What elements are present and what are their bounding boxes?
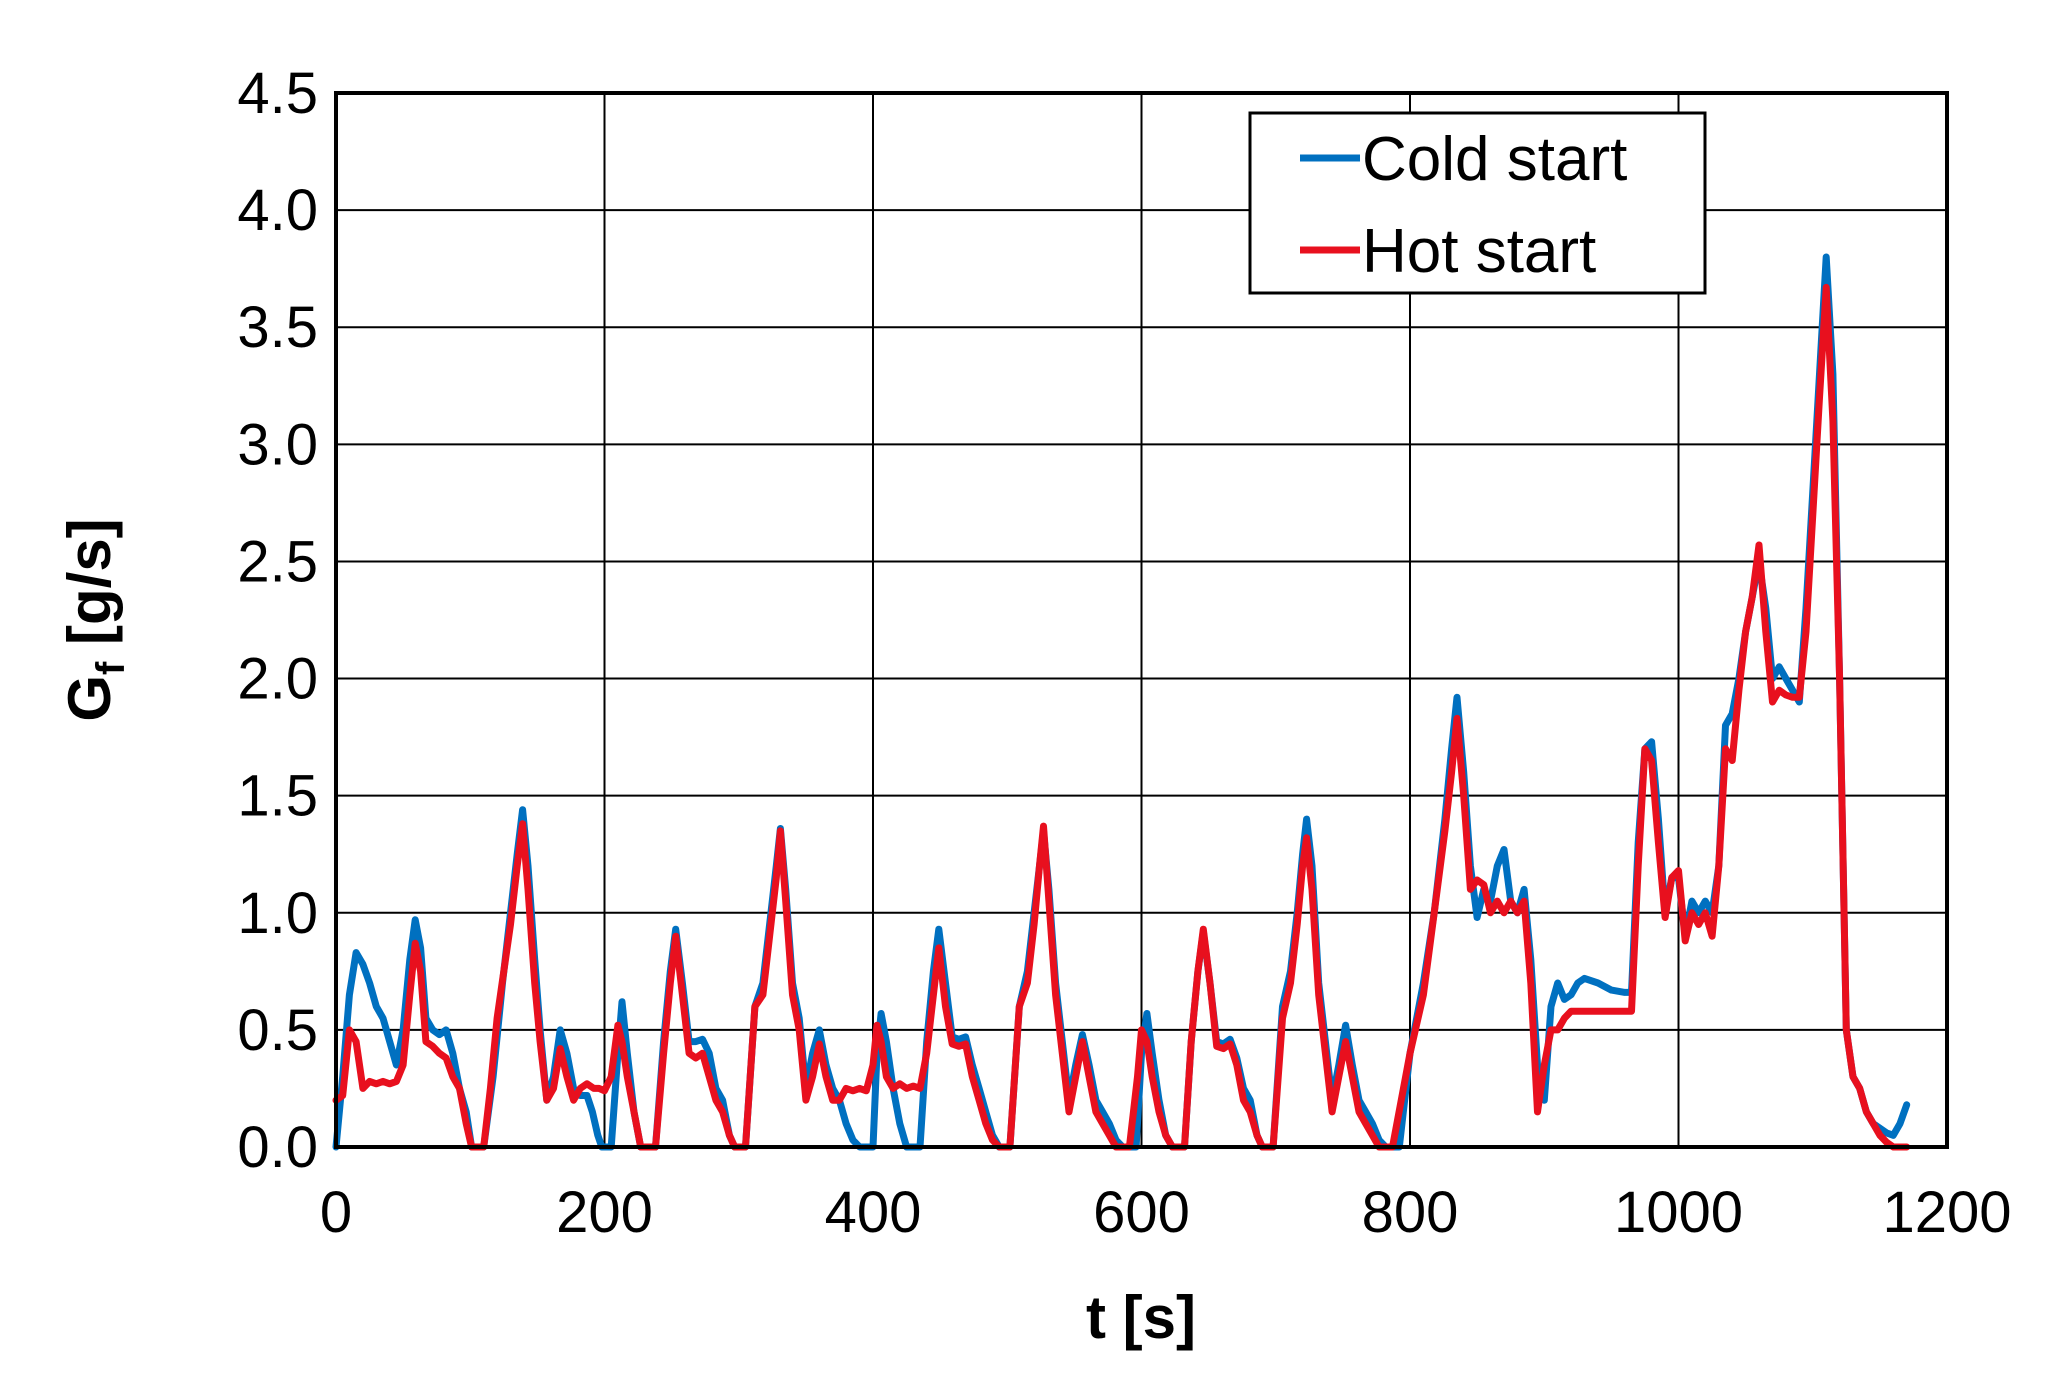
series-lines: [332, 253, 1911, 1151]
y-tick-label: 1.5: [237, 764, 318, 829]
plot-frame: [334, 91, 1949, 1149]
legend-box: [1248, 111, 1707, 295]
x-tick-label: 400: [825, 1180, 922, 1245]
y-tick-label: 0.0: [237, 1115, 318, 1180]
y-tick-label: 2.0: [237, 647, 318, 712]
y-tick-label: 3.5: [237, 295, 318, 360]
series-line-hot-start: [332, 283, 1911, 1151]
x-tick-label: 1000: [1614, 1180, 1743, 1245]
legend: Cold start Hot start: [1248, 111, 1707, 295]
y-axis-label-unit: [g/s]: [56, 518, 123, 661]
x-tick-label: 1200: [1882, 1180, 2011, 1245]
y-tick-label: 1.0: [237, 881, 318, 946]
y-axis-label-main: G: [56, 675, 123, 722]
y-tick-label: 4.0: [237, 178, 318, 243]
y-axis-label-subscript: f: [89, 661, 133, 675]
x-tick-labels: 0 200 400 600 800 1000 1200: [320, 1180, 2012, 1245]
x-tick-label: 0: [320, 1180, 352, 1245]
legend-label-hot-start: Hot start: [1362, 217, 1596, 286]
series-line-cold-start: [332, 253, 1911, 1151]
x-tick-label: 800: [1362, 1180, 1459, 1245]
x-tick-label: 200: [556, 1180, 653, 1245]
y-tick-label: 2.5: [237, 529, 318, 594]
y-tick-label: 3.0: [237, 412, 318, 477]
y-tick-label: 0.5: [237, 998, 318, 1063]
y-tick-label: 4.5: [237, 61, 318, 126]
y-tick-labels: 0.0 0.5 1.0 1.5 2.0 2.5 3.0 3.5 4.0 4.5: [237, 61, 318, 1180]
legend-label-cold-start: Cold start: [1362, 125, 1627, 194]
x-axis-label: t [s]: [1086, 1284, 1196, 1351]
x-tick-label: 600: [1093, 1180, 1190, 1245]
y-axis-label: Gf [g/s]: [56, 518, 133, 721]
